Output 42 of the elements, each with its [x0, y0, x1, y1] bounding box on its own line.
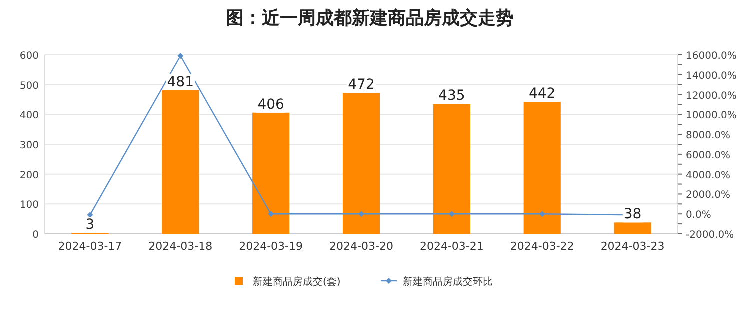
x-tick-label: 2024-03-21: [420, 240, 484, 253]
y-tick-label: 500: [20, 80, 39, 92]
x-tick-label: 2024-03-17: [58, 240, 122, 253]
value-label: 38: [622, 206, 643, 223]
y2-tick-label: 16000.0%: [686, 51, 737, 62]
value-label: 3: [84, 217, 96, 234]
legend-label: 新建商品房成交环比: [403, 276, 493, 288]
value-label: 406: [256, 96, 286, 113]
value-label: 472: [347, 77, 376, 94]
y2-tick-label: 4000.0%: [686, 170, 730, 182]
bar: [162, 90, 200, 234]
y2-tick-label: 6000.0%: [686, 150, 730, 162]
bar: [433, 104, 470, 234]
point: [178, 52, 184, 59]
chart-title: 图：近一周成都新建商品房成交走势: [226, 8, 514, 29]
x-tick-label: 2024-03-18: [148, 240, 213, 253]
point: [268, 211, 274, 218]
y-tick-label: 600: [20, 51, 39, 62]
point: [358, 211, 364, 218]
y2-tick-label: 8000.0%: [686, 130, 730, 142]
bar: [524, 102, 561, 234]
y-tick-label: 400: [20, 110, 39, 122]
y2-tick-label: 2000.0%: [686, 190, 730, 202]
value-label: 435: [438, 88, 466, 104]
y2-tick-label: 10000.0%: [686, 110, 737, 122]
x-tick-label: 2024-03-20: [330, 240, 394, 253]
bar: [252, 112, 290, 234]
x-tick-label: 2024-03-19: [239, 240, 304, 253]
y2-tick-label: 12000.0%: [686, 90, 737, 102]
y-tick-label: 100: [20, 200, 39, 212]
y2-tick-label: 14000.0%: [686, 70, 737, 82]
point: [448, 211, 455, 218]
y-tick-label: 0: [32, 230, 39, 241]
y2-tick-label: 0.0%: [686, 210, 712, 222]
value-label: 442: [528, 86, 557, 102]
y-tick-label: 200: [20, 170, 39, 182]
legend-label: 新建商品房成交(套): [253, 276, 341, 288]
y2-tick-label: -2000.0%: [686, 230, 734, 241]
y-tick-label: 300: [20, 140, 39, 152]
point: [539, 211, 546, 218]
x-tick-label: 2024-03-22: [510, 240, 574, 253]
x-tick-label: 2024-03-23: [600, 240, 665, 253]
